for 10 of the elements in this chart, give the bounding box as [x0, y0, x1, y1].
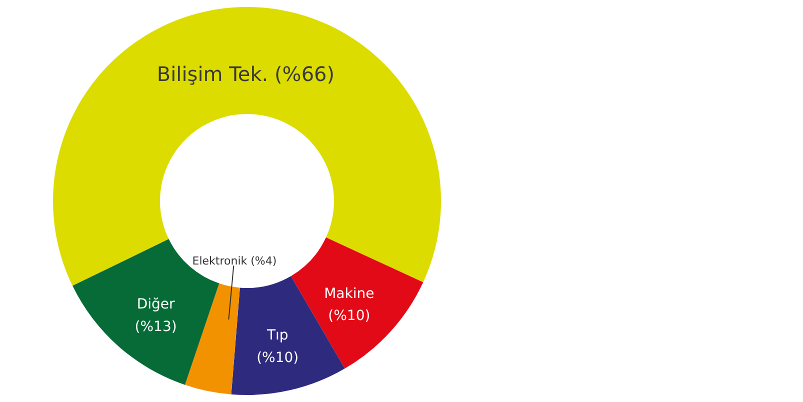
- data-label: (%10): [256, 350, 299, 366]
- data-label: (%10): [328, 308, 370, 324]
- slice-label: Makine: [324, 286, 374, 302]
- slice-label: Diğer: [136, 296, 176, 313]
- slice-label: Bilişim Tek. (%66): [156, 62, 335, 86]
- donut-slice: [184, 283, 240, 394]
- donut-slice: [53, 7, 441, 286]
- data-label: (%13): [134, 318, 177, 335]
- slice-label: Tıp: [266, 328, 288, 344]
- slice-label: Elektronik (%4): [192, 254, 277, 268]
